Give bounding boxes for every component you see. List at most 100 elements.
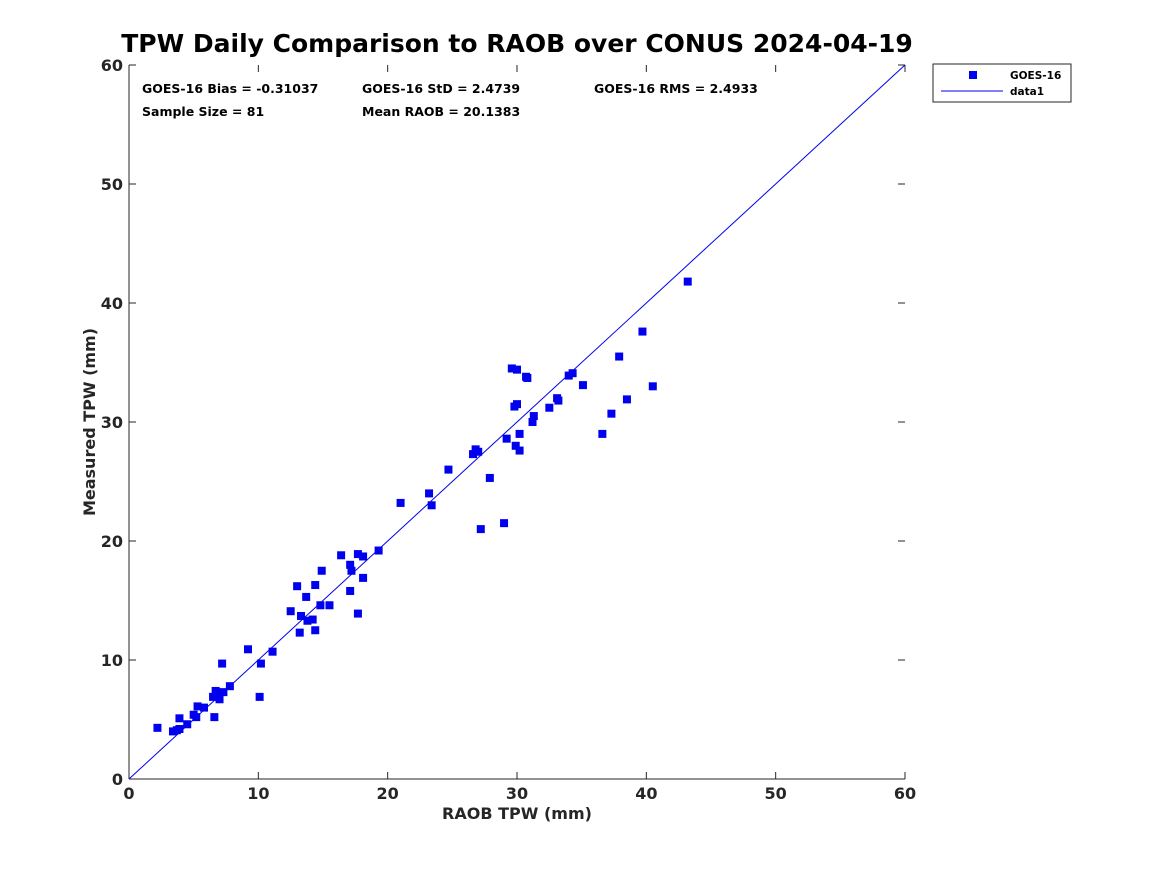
y-tick-label: 40: [101, 294, 123, 313]
data-point: [211, 686, 220, 695]
legend-marker-goes16: [969, 71, 977, 79]
data-point: [374, 546, 383, 555]
data-point: [353, 609, 362, 618]
data-point: [316, 601, 325, 610]
x-tick-label: 60: [894, 784, 916, 803]
data-point: [683, 277, 692, 286]
data-point: [295, 628, 304, 637]
data-point: [311, 581, 320, 590]
data-point: [347, 566, 356, 575]
data-point: [513, 400, 521, 409]
stats-annotations: GOES-16 Bias = -0.31037 GOES-16 StD = 2.…: [142, 81, 758, 119]
data-point: [469, 450, 478, 459]
data-point: [293, 582, 302, 591]
stat-std: GOES-16 StD = 2.4739: [362, 81, 520, 96]
data-point: [615, 352, 624, 361]
y-ticks: 0 10 20 30 40 50 60: [101, 56, 905, 789]
data-point: [346, 560, 355, 569]
data-point: [337, 551, 346, 560]
y-tick-label: 60: [101, 56, 123, 75]
data-point: [638, 327, 647, 336]
x-axis-label: RAOB TPW (mm): [442, 804, 592, 823]
data-point: [215, 695, 224, 704]
y-axis-label: Measured TPW (mm): [80, 328, 99, 516]
data-point: [500, 519, 509, 528]
data-point: [219, 688, 228, 697]
data-point: [255, 692, 264, 701]
stat-mean-raob: Mean RAOB = 20.1383: [362, 104, 520, 119]
data-point: [607, 409, 616, 418]
data-point: [545, 403, 554, 412]
data-point: [183, 720, 192, 729]
x-tick-label: 30: [506, 784, 528, 803]
x-tick-label: 20: [377, 784, 399, 803]
data-point: [648, 382, 657, 391]
data-point: [502, 434, 511, 443]
data-point: [218, 659, 227, 668]
data-point: [515, 429, 524, 438]
data-point: [303, 616, 312, 625]
data-point: [210, 713, 219, 722]
data-point: [192, 713, 201, 722]
data-point: [485, 473, 494, 482]
data-point: [346, 586, 355, 595]
data-point: [286, 607, 295, 616]
data-point: [425, 489, 434, 498]
data-point: [193, 702, 202, 711]
data-point: [308, 615, 317, 624]
data-point: [359, 573, 368, 582]
series-goes16-group: [153, 277, 692, 736]
data-point: [578, 381, 587, 390]
data-point: [507, 364, 516, 373]
x-tick-label: 50: [765, 784, 787, 803]
stat-bias: GOES-16 Bias = -0.31037: [142, 81, 318, 96]
chart-title: TPW Daily Comparison to RAOB over CONUS …: [121, 29, 913, 58]
y-tick-label: 10: [101, 651, 123, 670]
data-point: [153, 723, 162, 732]
x-tick-label: 10: [247, 784, 269, 803]
x-tick-label: 0: [123, 784, 134, 803]
data-point: [568, 369, 577, 378]
data-point: [529, 412, 538, 421]
data-point: [359, 552, 368, 561]
data-point: [243, 645, 252, 654]
y-tick-label: 30: [101, 413, 123, 432]
data-point: [427, 501, 436, 510]
x-ticks: 0 10 20 30 40 50 60: [123, 65, 916, 803]
legend: GOES-16 data1: [932, 63, 1072, 103]
stat-rms: GOES-16 RMS = 2.4933: [594, 81, 758, 96]
legend-label-data1: data1: [1010, 86, 1044, 98]
data-point: [396, 498, 405, 507]
data-point: [175, 714, 184, 723]
legend-box: [932, 63, 1072, 103]
data-point: [598, 429, 607, 438]
stat-sample-size: Sample Size = 81: [142, 104, 264, 119]
data-point: [325, 601, 334, 610]
y-tick-label: 20: [101, 532, 123, 551]
data-point: [353, 550, 362, 559]
data-point: [225, 682, 234, 691]
data-point: [515, 446, 524, 455]
data-point: [256, 659, 265, 668]
x-tick-label: 40: [635, 784, 657, 803]
legend-label-goes16: GOES-16: [1010, 70, 1061, 82]
data-point: [297, 611, 306, 620]
data-point: [444, 465, 453, 474]
data-point: [523, 373, 532, 382]
y-tick-label: 0: [112, 770, 123, 789]
data-point: [513, 365, 521, 374]
data-point: [511, 441, 520, 450]
data-point: [175, 725, 184, 734]
data-point: [622, 395, 631, 404]
data-point: [302, 592, 311, 601]
data-point: [554, 396, 563, 405]
data-point: [474, 447, 483, 456]
data-point: [311, 626, 320, 635]
data-point: [528, 418, 537, 426]
data-point: [268, 647, 277, 656]
data-point: [317, 566, 326, 575]
y-tick-label: 50: [101, 175, 123, 194]
data-point: [476, 525, 485, 534]
data-point: [200, 703, 209, 712]
